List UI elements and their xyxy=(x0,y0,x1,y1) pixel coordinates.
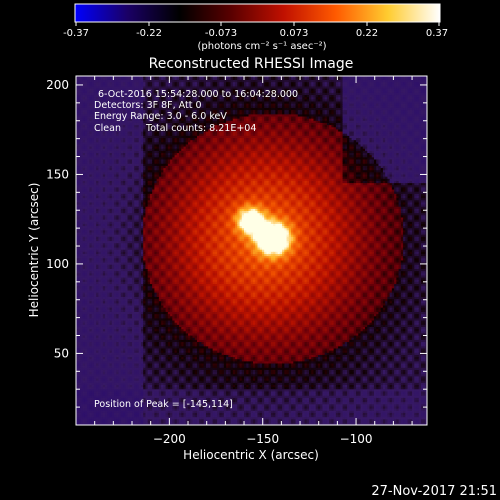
colorbar-tick-label: -0.22 xyxy=(136,28,162,39)
colorbar-tick-label: -0.073 xyxy=(205,28,237,39)
colorbar-tick-label: 0.22 xyxy=(356,28,378,39)
chart-title: Reconstructed RHESSI Image xyxy=(149,56,354,72)
colorbar-tick-label: 0.37 xyxy=(426,28,448,39)
colorbar-unit-label: (photons cm⁻² s⁻¹ asec⁻²) xyxy=(197,41,326,52)
colorbar-tick-label: 0.073 xyxy=(280,28,309,39)
colorbar-tick-label: -0.37 xyxy=(63,28,89,39)
colorbar-ticks xyxy=(76,22,439,26)
colorbar xyxy=(75,4,440,22)
